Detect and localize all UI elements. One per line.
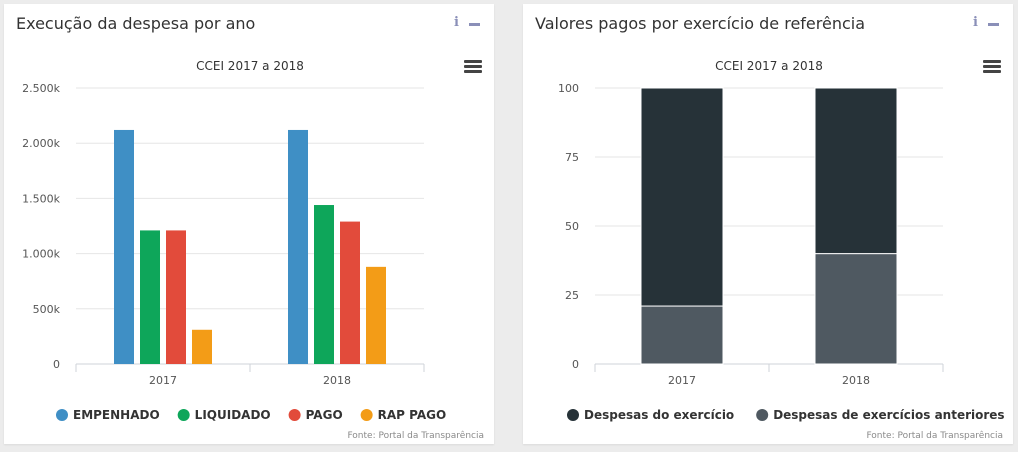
- panel-tools: i: [454, 16, 480, 30]
- legend-marker: [360, 409, 373, 421]
- y-tick-label: 1.500k: [22, 192, 60, 205]
- bar-rap-pago-2018[interactable]: [366, 266, 386, 364]
- minimize-icon[interactable]: [988, 22, 999, 26]
- x-tick-label: 2018: [323, 374, 351, 387]
- source-credit: Fonte: Portal da Transparência: [347, 431, 484, 441]
- y-tick-label: 1.000k: [22, 248, 60, 261]
- legend-marker: [567, 409, 579, 421]
- bar-pago-2017[interactable]: [166, 230, 186, 364]
- legend-label: Despesas do exercício: [584, 408, 734, 422]
- bar-chart-execucao: CCEI 2017 a 2018 0 500k 1.000k 1.500k 2.000k 2…: [22, 59, 482, 422]
- bar-despesas-de-exerc-cios-anteriores-2017[interactable]: [640, 305, 724, 365]
- panel-valores-pagos: Valores pagos por exercício de referênci…: [523, 4, 1013, 444]
- y-tick-label: 0: [53, 358, 60, 371]
- bar-liquidado-2017[interactable]: [140, 230, 160, 364]
- chart-title: CCEI 2017 a 2018: [715, 59, 823, 73]
- chart-menu-icon[interactable]: [464, 60, 482, 73]
- x-tick-label: 2018: [842, 374, 870, 387]
- bar-liquidado-2018[interactable]: [314, 205, 334, 364]
- legend-item[interactable]: Despesas de exercícios anteriores: [756, 408, 1005, 422]
- bar-despesas-do-exerc-cio-2018[interactable]: [814, 87, 898, 255]
- legend-label: EMPENHADO: [73, 408, 160, 422]
- legend-marker: [56, 409, 68, 421]
- panel-tools: i: [973, 16, 999, 30]
- source-credit: Fonte: Portal da Transparência: [866, 431, 1003, 441]
- panel-execucao-despesa: Execução da despesa por ano i CCEI 2017 …: [4, 4, 494, 444]
- stacked-bar-chart-valores: CCEI 2017 a 2018 0 25 50 75 100 2017 2018 Despes…: [558, 59, 1005, 422]
- bar-despesas-do-exerc-cio-2017[interactable]: [640, 87, 724, 307]
- legend-label: RAP PAGO: [378, 408, 447, 422]
- minimize-icon[interactable]: [469, 22, 480, 26]
- legend-item[interactable]: LIQUIDADO: [177, 408, 271, 422]
- legend-marker: [288, 409, 301, 421]
- legend-item[interactable]: Despesas do exercício: [567, 408, 734, 422]
- y-tick-label: 500k: [33, 303, 61, 316]
- y-tick-label: 2.000k: [22, 137, 60, 150]
- chart-legend: EMPENHADO LIQUIDADO PAGO RAP PAGO: [56, 408, 446, 422]
- legend-label: PAGO: [306, 408, 343, 422]
- info-icon[interactable]: i: [454, 15, 459, 30]
- y-tick-label: 50: [565, 220, 579, 233]
- y-tick-label: 0: [572, 358, 579, 371]
- legend-label: Despesas de exercícios anteriores: [773, 408, 1004, 422]
- y-tick-label: 25: [565, 289, 579, 302]
- bar-rap-pago-2017[interactable]: [192, 329, 212, 364]
- panel-title: Execução da despesa por ano: [16, 14, 256, 33]
- chart-legend: Despesas do exercício Despesas de exercíc…: [567, 408, 1005, 422]
- legend-marker: [756, 409, 769, 421]
- y-tick-label: 100: [558, 82, 579, 95]
- bar-empenhado-2017[interactable]: [114, 129, 134, 364]
- chart-menu-icon[interactable]: [983, 60, 1001, 73]
- bar-empenhado-2018[interactable]: [288, 129, 308, 364]
- panel-title: Valores pagos por exercício de referênci…: [535, 14, 866, 33]
- legend-item[interactable]: PAGO: [288, 408, 343, 422]
- y-tick-label: 75: [565, 151, 579, 164]
- y-tick-label: 2.500k: [22, 82, 60, 95]
- legend-item[interactable]: RAP PAGO: [360, 408, 447, 422]
- bar-pago-2018[interactable]: [340, 221, 360, 364]
- legend-label: LIQUIDADO: [195, 408, 271, 422]
- x-tick-label: 2017: [668, 374, 696, 387]
- chart-title: CCEI 2017 a 2018: [196, 59, 304, 73]
- info-icon[interactable]: i: [973, 15, 978, 30]
- legend-marker: [177, 409, 190, 421]
- x-tick-label: 2017: [149, 374, 177, 387]
- bar-despesas-de-exerc-cios-anteriores-2018[interactable]: [814, 253, 898, 365]
- legend-item[interactable]: EMPENHADO: [56, 408, 160, 422]
